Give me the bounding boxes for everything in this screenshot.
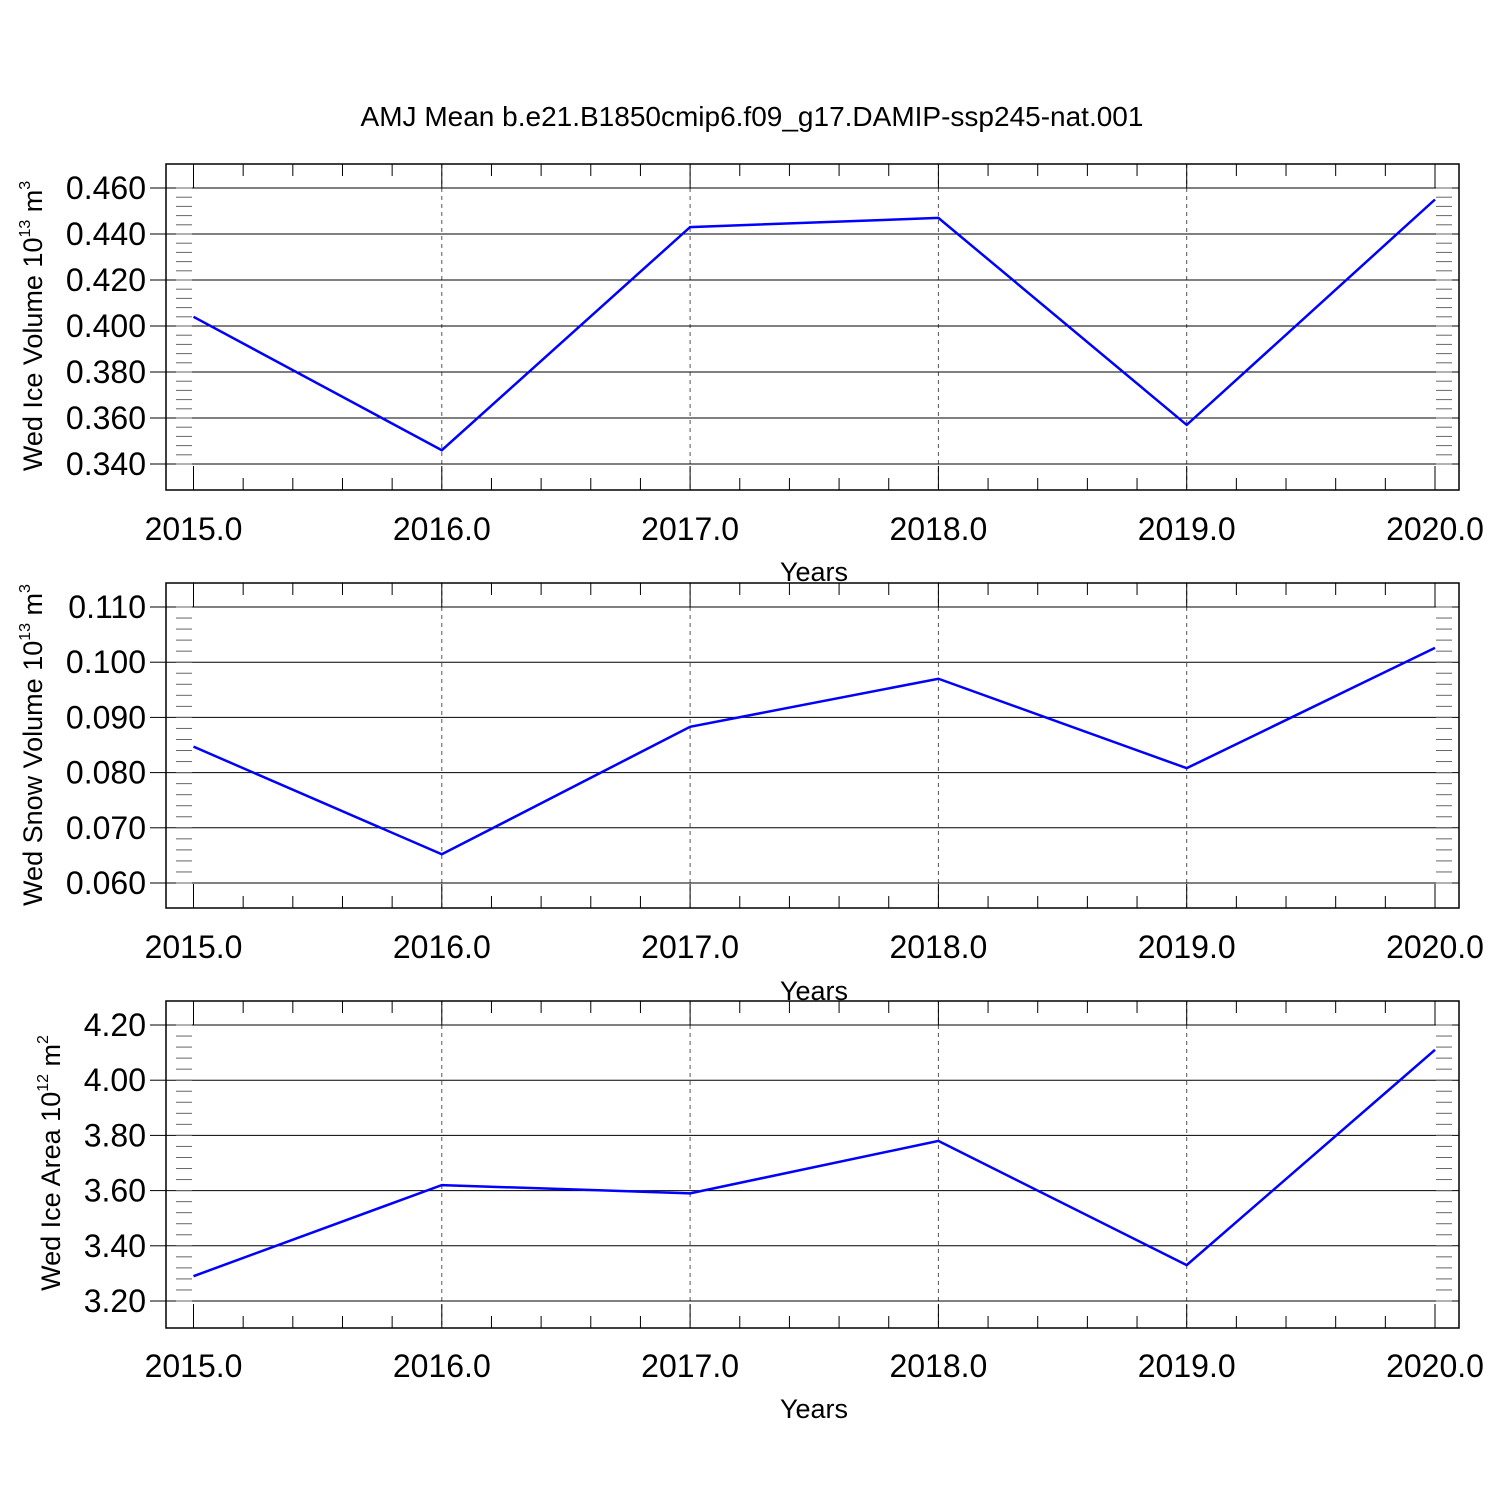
panel-2: 0.060 0.070 0.080 0.090 0.100 0.110 2015.0 2016…	[17, 582, 1484, 1006]
y-tick-label: 0.420	[66, 262, 146, 298]
y-tick-label: 0.070	[66, 810, 146, 846]
x-tick-label: 2018.0	[889, 511, 987, 547]
x-tick-label: 2017.0	[641, 1348, 739, 1384]
series-line	[193, 1048, 1436, 1278]
y-tick-label: 4.20	[84, 1007, 146, 1043]
x-tick-label: 2020.0	[1386, 511, 1484, 547]
chart-title: AMJ Mean b.e21.B1850cmip6.f09_g17.DAMIP-…	[361, 101, 1144, 132]
plot-frame	[165, 582, 1460, 909]
x-tick-label: 2020.0	[1386, 929, 1484, 965]
y-tick-label: 0.340	[66, 446, 146, 482]
panels: 0.340 0.360 0.380 0.400 0.420 0.440 0.460 2015.…	[17, 163, 1484, 1424]
y-tick-label: 0.100	[66, 644, 146, 680]
x-tick-label: 2017.0	[641, 929, 739, 965]
y-axis-label: Wed Ice Area 1012 m2	[35, 1035, 66, 1291]
y-tick-label: 3.40	[84, 1228, 146, 1264]
y-tick-label: 0.400	[66, 308, 146, 344]
y-tick-label: 0.440	[66, 216, 146, 252]
y-tick-label: 0.080	[66, 755, 146, 791]
panel-3: 3.20 3.40 3.60 3.80 4.00 4.20 2015.0 2016.0 2017…	[35, 1000, 1484, 1424]
x-tick-label: 2019.0	[1138, 1348, 1236, 1384]
y-tick-label: 4.00	[84, 1062, 146, 1098]
x-tick-label: 2015.0	[145, 511, 243, 547]
y-tick-label: 0.090	[66, 699, 146, 735]
x-tick-label: 2016.0	[393, 1348, 491, 1384]
x-tick-label: 2020.0	[1386, 1348, 1484, 1384]
x-tick-label: 2016.0	[393, 929, 491, 965]
x-tick-label: 2018.0	[889, 929, 987, 965]
y-tick-label: 0.060	[66, 865, 146, 901]
x-tick-label: 2018.0	[889, 1348, 987, 1384]
x-tick-label: 2015.0	[145, 1348, 243, 1384]
y-tick-label: 3.80	[84, 1117, 146, 1153]
y-tick-label: 3.60	[84, 1173, 146, 1209]
y-tick-label: 0.360	[66, 400, 146, 436]
x-tick-label: 2017.0	[641, 511, 739, 547]
plot-frame	[165, 163, 1460, 491]
plot-frame	[165, 1000, 1460, 1329]
x-tick-label: 2019.0	[1138, 929, 1236, 965]
y-tick-label: 0.460	[66, 170, 146, 206]
series-line	[192, 198, 1436, 452]
y-axis-label: Wed Ice Volume 1013 m3	[17, 181, 48, 471]
series-line	[193, 646, 1436, 856]
y-tick-label: 3.20	[84, 1283, 146, 1319]
x-tick-label: 2016.0	[393, 511, 491, 547]
x-tick-label: 2019.0	[1138, 511, 1236, 547]
y-tick-label: 0.110	[68, 589, 146, 625]
y-tick-label: 0.380	[66, 354, 146, 390]
x-axis-label: Years	[780, 557, 848, 587]
panel-1: 0.340 0.360 0.380 0.400 0.420 0.440 0.460 2015.…	[17, 163, 1484, 587]
x-axis-label: Years	[780, 1394, 848, 1424]
y-axis-label: Wed Snow Volume 1013 m3	[17, 584, 48, 906]
x-tick-label: 2015.0	[145, 929, 243, 965]
